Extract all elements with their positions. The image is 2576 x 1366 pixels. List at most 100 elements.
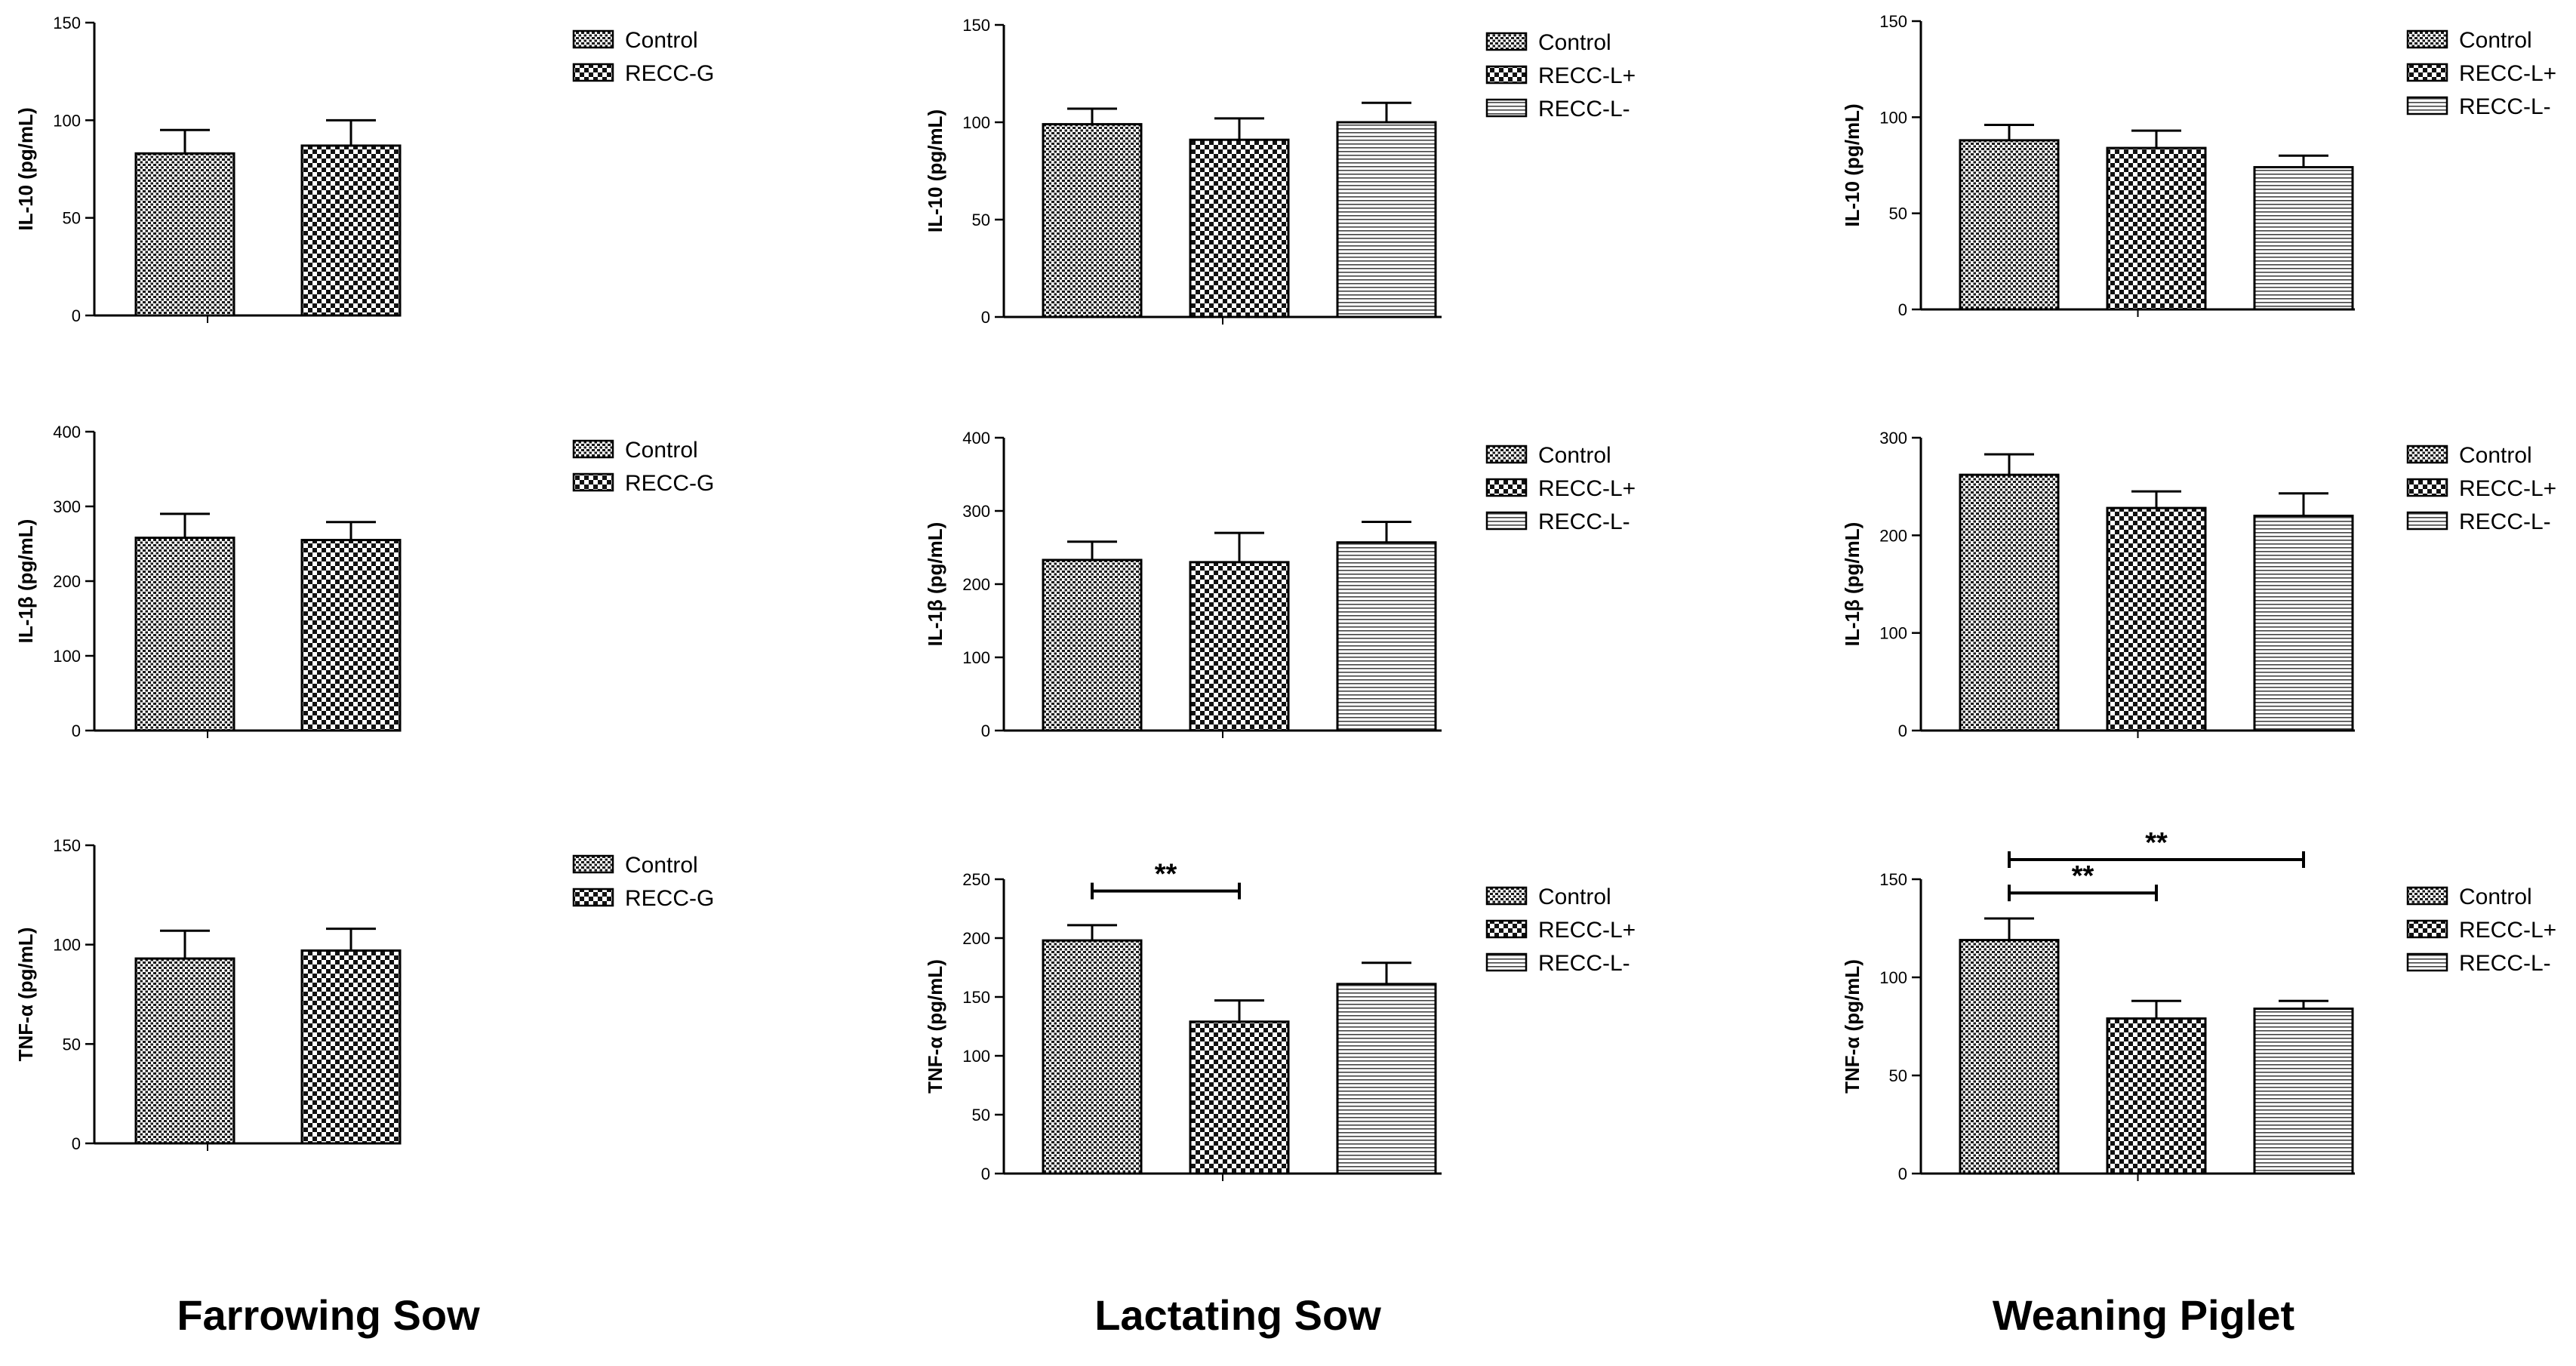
- chart-ls-il1b: 0 100 200 300 400 IL-1β (pg/mL) Control RECC-L+…: [924, 429, 1636, 740]
- y-tick-label: 0: [1898, 300, 1907, 319]
- legend-label: RECC-G: [625, 61, 714, 86]
- bar-control: [1042, 558, 1143, 732]
- y-axis-label: IL-10 (pg/mL): [14, 107, 37, 230]
- y-tick-label: 400: [962, 429, 990, 448]
- bar-control: [1959, 139, 2060, 311]
- y-axis-label: TNF-α (pg/mL): [1841, 959, 1864, 1094]
- legend-label: RECC-L+: [1538, 63, 1636, 88]
- y-axis-label: TNF-α (pg/mL): [14, 928, 37, 1062]
- legend-label: Control: [625, 853, 698, 878]
- y-tick-label: 300: [1879, 429, 1907, 448]
- legend-swatch: [1485, 919, 1528, 939]
- y-tick-label: 150: [1879, 12, 1907, 31]
- legend-label: RECC-L-: [1538, 509, 1630, 534]
- y-tick-label: 0: [981, 1164, 990, 1183]
- chart-wp-il1b: 0 100 200 300 IL-1β (pg/mL) Control RECC-L+ REC…: [1841, 429, 2556, 740]
- y-tick-label: 100: [53, 936, 81, 955]
- bar-control: [134, 957, 235, 1145]
- bar-recc-l-: [1189, 138, 1290, 318]
- legend-label: RECC-L+: [2459, 61, 2556, 86]
- legend-label: RECC-G: [625, 886, 714, 911]
- y-tick-label: 0: [1898, 1164, 1907, 1183]
- legend-swatch: [1485, 952, 1528, 972]
- y-tick-label: 50: [63, 1035, 81, 1054]
- bar-recc-l-: [2253, 514, 2354, 732]
- legend-label: Control: [625, 28, 698, 53]
- legend-swatch: [572, 472, 614, 492]
- y-tick-label: 50: [972, 1106, 990, 1124]
- significance-label: **: [2145, 827, 2168, 859]
- y-tick-label: 100: [53, 647, 81, 666]
- legend-swatch: [1485, 511, 1528, 531]
- bar-recc-l-: [1336, 541, 1437, 732]
- bar-recc-l-: [1336, 983, 1437, 1175]
- legend-swatch: [572, 29, 614, 49]
- y-tick-label: 50: [972, 211, 990, 229]
- chart-ls-tnf: 0 50 100 150 200 250 TNF-α (pg/mL) ** Control REC…: [924, 859, 1636, 1183]
- legend-swatch: [572, 439, 614, 459]
- y-tick-label: 0: [981, 721, 990, 740]
- legend-label: RECC-L+: [2459, 918, 2556, 943]
- bar-recc-g: [300, 539, 402, 732]
- y-tick-label: 200: [962, 575, 990, 594]
- y-tick-label: 150: [1879, 870, 1907, 889]
- y-tick-label: 300: [53, 497, 81, 516]
- bar-recc-l-: [2253, 1008, 2354, 1175]
- bar-control: [1042, 123, 1143, 318]
- y-tick-label: 0: [72, 721, 81, 740]
- y-tick-label: 150: [53, 836, 81, 855]
- bar-recc-l-: [2253, 166, 2354, 311]
- legend-swatch: [2406, 886, 2448, 906]
- bar-recc-l-: [2106, 1017, 2207, 1175]
- bar-recc-l-: [2106, 146, 2207, 311]
- significance-label: **: [1155, 859, 1177, 891]
- y-tick-label: 100: [1879, 108, 1907, 127]
- legend-swatch: [1485, 478, 1528, 497]
- y-tick-label: 100: [1879, 624, 1907, 643]
- legend-label: RECC-L+: [1538, 918, 1636, 943]
- y-tick-label: 150: [53, 14, 81, 32]
- y-tick-label: 150: [962, 988, 990, 1007]
- bar-control: [1959, 939, 2060, 1175]
- y-tick-label: 50: [1889, 205, 1907, 223]
- bar-recc-l-: [1336, 121, 1437, 318]
- legend-swatch: [2406, 96, 2448, 115]
- y-tick-label: 200: [53, 572, 81, 591]
- legend-label: Control: [1538, 30, 1611, 55]
- legend-label: Control: [625, 438, 698, 463]
- y-tick-label: 200: [962, 929, 990, 948]
- y-axis-label: IL-10 (pg/mL): [1841, 103, 1864, 226]
- legend-swatch: [1485, 98, 1528, 118]
- legend-swatch: [1485, 32, 1528, 51]
- chart-ls-il10: 0 50 100 150 IL-10 (pg/mL) Control RECC-L+ RECC…: [924, 16, 1636, 327]
- y-axis-label: IL-1β (pg/mL): [14, 519, 37, 644]
- legend-swatch: [572, 63, 614, 82]
- y-tick-label: 0: [1898, 721, 1907, 740]
- y-axis-label: TNF-α (pg/mL): [924, 959, 946, 1094]
- bar-recc-l-: [1189, 561, 1290, 732]
- legend-swatch: [2406, 952, 2448, 972]
- y-tick-label: 0: [72, 1134, 81, 1153]
- legend-label: RECC-L-: [1538, 951, 1630, 976]
- bar-control: [134, 152, 235, 317]
- legend-swatch: [2406, 478, 2448, 497]
- y-tick-label: 50: [1889, 1066, 1907, 1085]
- bar-recc-l-: [2106, 506, 2207, 732]
- bar-control: [134, 537, 235, 732]
- legend-swatch: [1485, 65, 1528, 85]
- legend-label: Control: [1538, 443, 1611, 468]
- y-axis-label: IL-10 (pg/mL): [924, 109, 946, 232]
- bar-control: [1959, 473, 2060, 732]
- column-title-farrowing-sow: Farrowing Sow: [177, 1291, 480, 1339]
- legend-swatch: [572, 888, 614, 907]
- y-axis-label: IL-1β (pg/mL): [1841, 522, 1864, 647]
- legend-swatch: [572, 854, 614, 874]
- bar-control: [1042, 939, 1143, 1175]
- chart-wp-il10: 0 50 100 150 IL-10 (pg/mL) Control RECC-L+ RECC…: [1841, 12, 2556, 319]
- legend-label: RECC-L+: [2459, 476, 2556, 501]
- legend-label: RECC-L-: [2459, 509, 2551, 534]
- chart-fs-tnf: 0 50 100 150 TNF-α (pg/mL) Control RECC-G: [14, 836, 714, 1153]
- chart-fs-il1b: 0 100 200 300 400 IL-1β (pg/mL) Control RECC-G: [14, 423, 714, 740]
- legend-label: RECC-L-: [2459, 94, 2551, 119]
